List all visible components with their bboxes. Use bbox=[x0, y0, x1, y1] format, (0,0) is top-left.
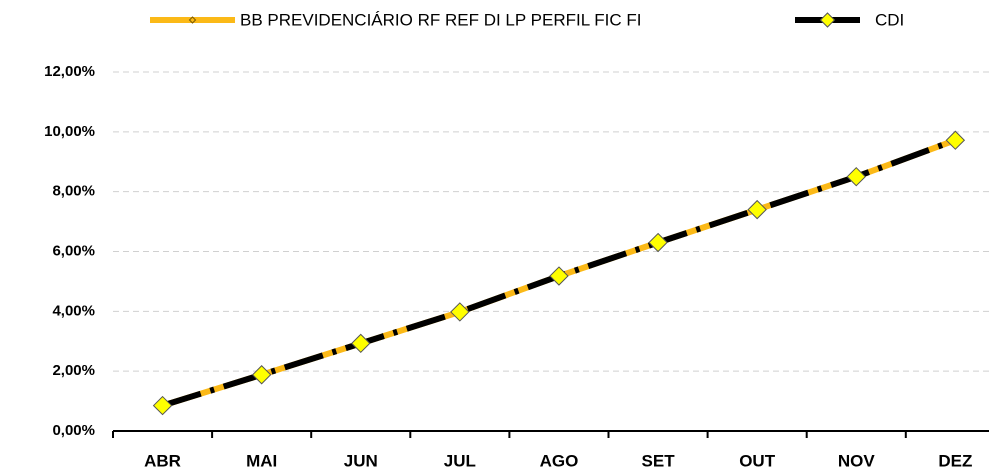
marker bbox=[450, 302, 470, 322]
x-tick-label: AGO bbox=[540, 451, 579, 470]
x-tick-label: JUN bbox=[344, 451, 378, 470]
marker bbox=[549, 266, 569, 286]
x-tick-label: DEZ bbox=[938, 451, 972, 470]
y-tick-label: 4,00% bbox=[52, 302, 95, 319]
y-tick-label: 6,00% bbox=[52, 242, 95, 259]
x-tick-label: ABR bbox=[144, 451, 181, 470]
marker bbox=[351, 333, 371, 354]
legend-label: CDI bbox=[875, 10, 904, 29]
y-tick-label: 2,00% bbox=[52, 362, 95, 379]
legend-label: BB PREVIDENCIÁRIO RF REF DI LP PERFIL FI… bbox=[240, 10, 641, 29]
legend-marker bbox=[188, 16, 197, 24]
x-tick-label: OUT bbox=[739, 451, 776, 470]
y-tick-label: 10,00% bbox=[44, 123, 95, 140]
y-tick-label: 0,00% bbox=[52, 422, 95, 439]
x-tick-label: SET bbox=[642, 451, 676, 470]
marker bbox=[648, 232, 668, 253]
x-tick-label: MAI bbox=[246, 451, 277, 470]
marker bbox=[747, 199, 767, 220]
marker bbox=[945, 130, 966, 150]
y-tick-label: 8,00% bbox=[52, 183, 95, 200]
legend-marker bbox=[819, 12, 836, 28]
x-tick-label: JUL bbox=[444, 451, 476, 470]
y-tick-label: 12,00% bbox=[44, 63, 95, 80]
marker bbox=[251, 365, 272, 385]
marker bbox=[846, 167, 866, 187]
x-tick-label: NOV bbox=[838, 451, 876, 470]
marker bbox=[152, 395, 173, 416]
